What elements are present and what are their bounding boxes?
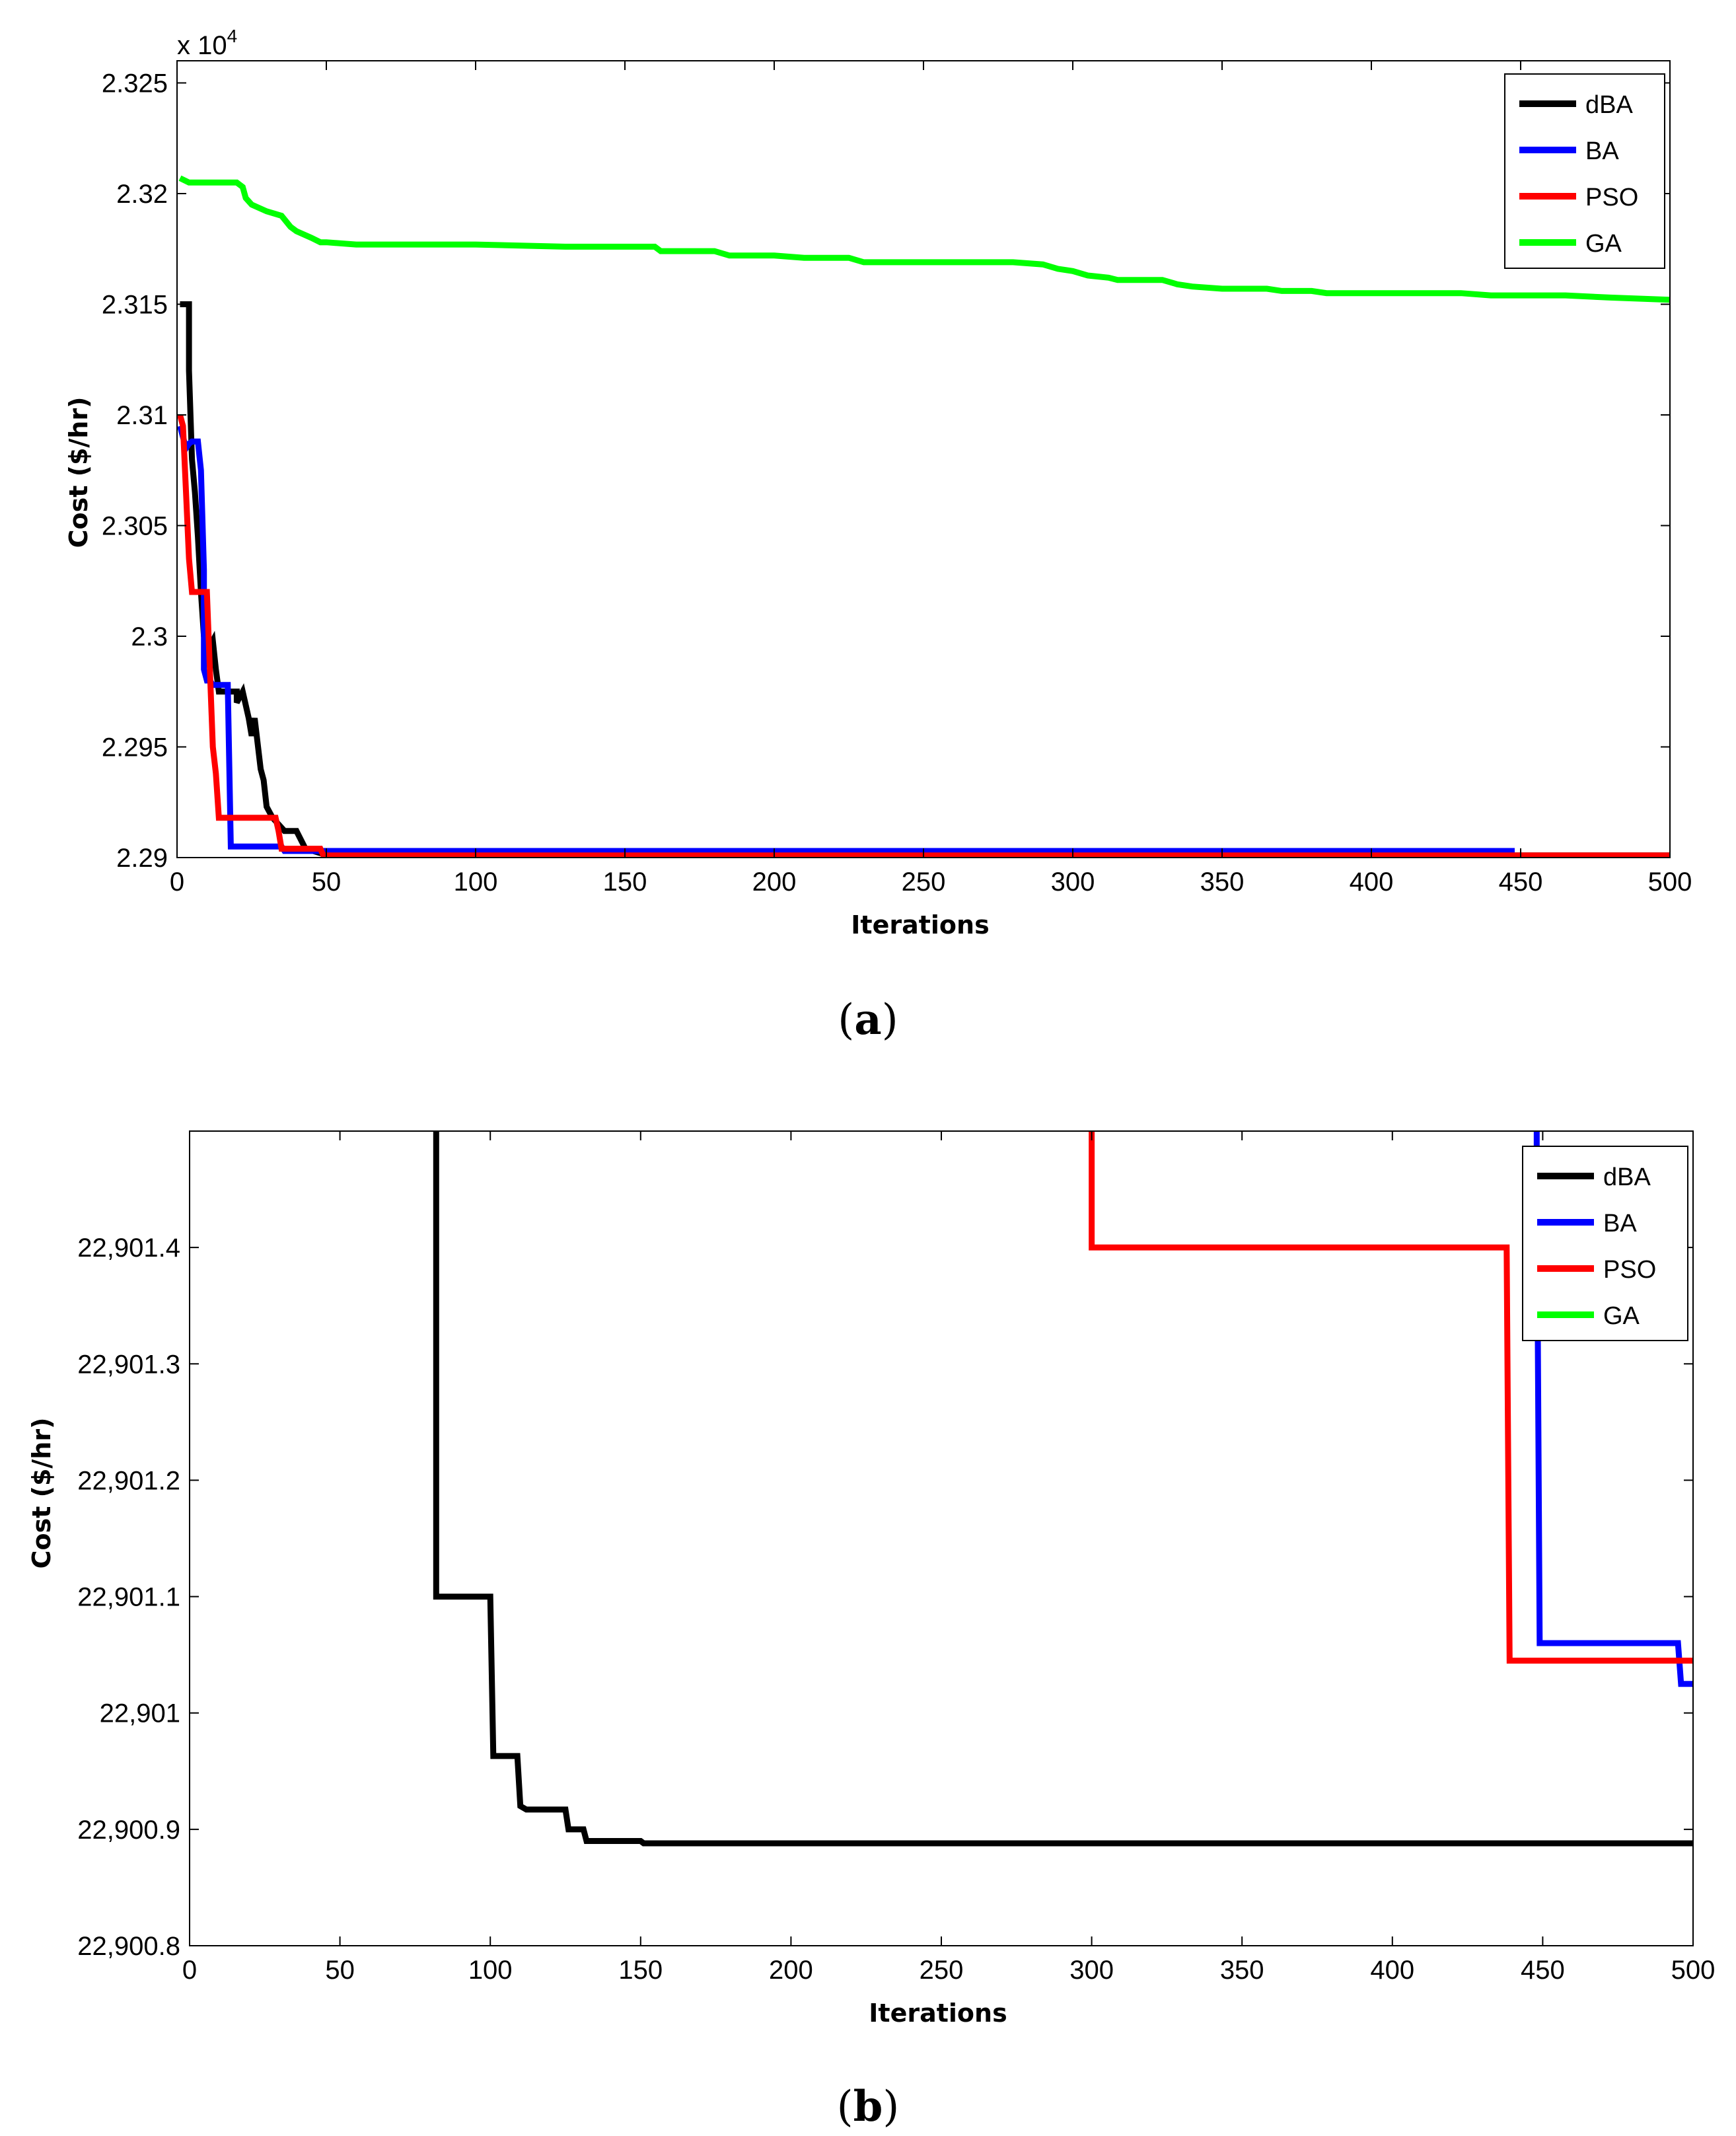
chart-b-x-tick-label: 200 xyxy=(769,1956,813,1985)
chart-a-legend: dBA BA PSO GA xyxy=(1504,73,1665,269)
chart-b-x-tick-label: 300 xyxy=(1069,1956,1114,1985)
chart-a-x-tick-label: 250 xyxy=(902,867,946,897)
chart-a-axes-frame xyxy=(176,60,1671,858)
chart-a-x-tick-label: 50 xyxy=(312,867,342,897)
chart-a-series-lines xyxy=(177,175,1670,858)
chart-b-x-tick-label: 150 xyxy=(618,1956,663,1985)
chart-b-y-tick-label: 22,901.2 xyxy=(77,1466,180,1495)
chart-b-x-tick-label: 500 xyxy=(1671,1956,1716,1985)
chart-b-axes-frame xyxy=(189,1130,1694,1946)
chart-a-y-tick-label: 2.325 xyxy=(102,69,168,98)
chart-a-x-tick-label: 0 xyxy=(170,867,184,897)
chart-b-y-axis-label: Cost ($/hr) xyxy=(27,1418,56,1569)
chart-a-y-tick-label: 2.31 xyxy=(116,401,168,430)
chart-b-y-tick-label: 22,901.3 xyxy=(77,1350,180,1379)
chart-a-plot-area: 0 50 100 150 200 250 300 350 400 450 500 2.29 2.295 2… xyxy=(102,60,1692,897)
chart-b-y-tick-label: 22,900.9 xyxy=(77,1816,180,1845)
chart-b-y-tick-label: 22,901 xyxy=(100,1699,180,1728)
chart-b-legend-label-pso: PSO xyxy=(1603,1256,1656,1284)
chart-b-series-dba-line xyxy=(433,1131,1693,1847)
chart-b-legend-label-ba: BA xyxy=(1603,1210,1637,1237)
chart-a-series-ba-line xyxy=(177,425,1515,854)
chart-b-series-pso-line xyxy=(1089,1131,1693,1664)
chart-a-y-tick-label: 2.32 xyxy=(116,180,168,209)
chart-a-legend-label-ga: GA xyxy=(1585,230,1622,258)
chart-a-legend-label-dba: dBA xyxy=(1585,91,1633,119)
chart-a-series-pso-line xyxy=(177,414,1670,858)
chart-a-series-ga-line xyxy=(178,175,1670,303)
chart-a-y-multiplier: x 104 xyxy=(177,26,237,60)
chart-b-plot-area: 0 50 100 150 200 250 300 350 400 450 500 22,900.8 22… xyxy=(77,1130,1716,1985)
chart-b-x-tick-label: 250 xyxy=(920,1956,964,1985)
chart-b-series-lines xyxy=(433,1131,1693,1847)
chart-a-y-tick-label: 2.29 xyxy=(116,844,168,873)
chart-a-legend-label-pso: PSO xyxy=(1585,184,1638,211)
chart-a: x 104 0 50 100 150 200 250 300 350 400 450 500 2.29… xyxy=(64,26,1692,1045)
chart-b-legend-label-ga: GA xyxy=(1603,1302,1640,1330)
chart-b-x-tick-label: 450 xyxy=(1521,1956,1565,1985)
chart-b-legend-label-dba: dBA xyxy=(1603,1163,1651,1191)
chart-b-x-axis-label: Iterations xyxy=(869,1999,1007,2028)
chart-b-x-tick-label: 0 xyxy=(182,1956,197,1985)
chart-b-series-ba-line xyxy=(1533,1131,1693,1687)
chart-a-panel-label: (a) xyxy=(838,995,898,1045)
chart-b-legend: dBA BA PSO GA xyxy=(1522,1146,1688,1341)
chart-b-panel-label: (b) xyxy=(837,2082,900,2131)
chart-b-x-tick-label: 350 xyxy=(1220,1956,1264,1985)
chart-a-x-tick-label: 100 xyxy=(454,867,498,897)
chart-b: 0 50 100 150 200 250 300 350 400 450 500 22,900.8 22… xyxy=(27,1130,1716,2131)
chart-a-x-tick-label: 450 xyxy=(1499,867,1543,897)
chart-a-x-axis-label: Iterations xyxy=(851,910,989,939)
chart-a-y-tick-label: 2.3 xyxy=(131,622,168,651)
chart-a-y-tick-label: 2.305 xyxy=(102,512,168,541)
chart-b-y-tick-label: 22,900.8 xyxy=(77,1932,180,1961)
chart-b-x-tick-label: 400 xyxy=(1370,1956,1414,1985)
chart-a-y-axis-label: Cost ($/hr) xyxy=(64,397,93,548)
chart-a-x-tick-label: 500 xyxy=(1648,867,1692,897)
chart-a-legend-label-ba: BA xyxy=(1585,137,1619,165)
chart-a-x-tick-label: 350 xyxy=(1200,867,1245,897)
chart-a-x-tick-label: 200 xyxy=(752,867,797,897)
chart-b-x-tick-label: 50 xyxy=(325,1956,355,1985)
chart-a-y-tick-label: 2.315 xyxy=(102,291,168,320)
chart-b-x-tick-label: 100 xyxy=(468,1956,513,1985)
chart-a-y-tick-label: 2.295 xyxy=(102,733,168,762)
chart-b-y-tick-label: 22,901.4 xyxy=(77,1234,180,1263)
chart-b-y-tick-label: 22,901.1 xyxy=(77,1583,180,1612)
chart-a-series-dba-line xyxy=(180,301,1670,858)
chart-a-x-tick-label: 300 xyxy=(1051,867,1095,897)
chart-a-x-tick-label: 400 xyxy=(1350,867,1394,897)
chart-a-x-tick-label: 150 xyxy=(603,867,647,897)
